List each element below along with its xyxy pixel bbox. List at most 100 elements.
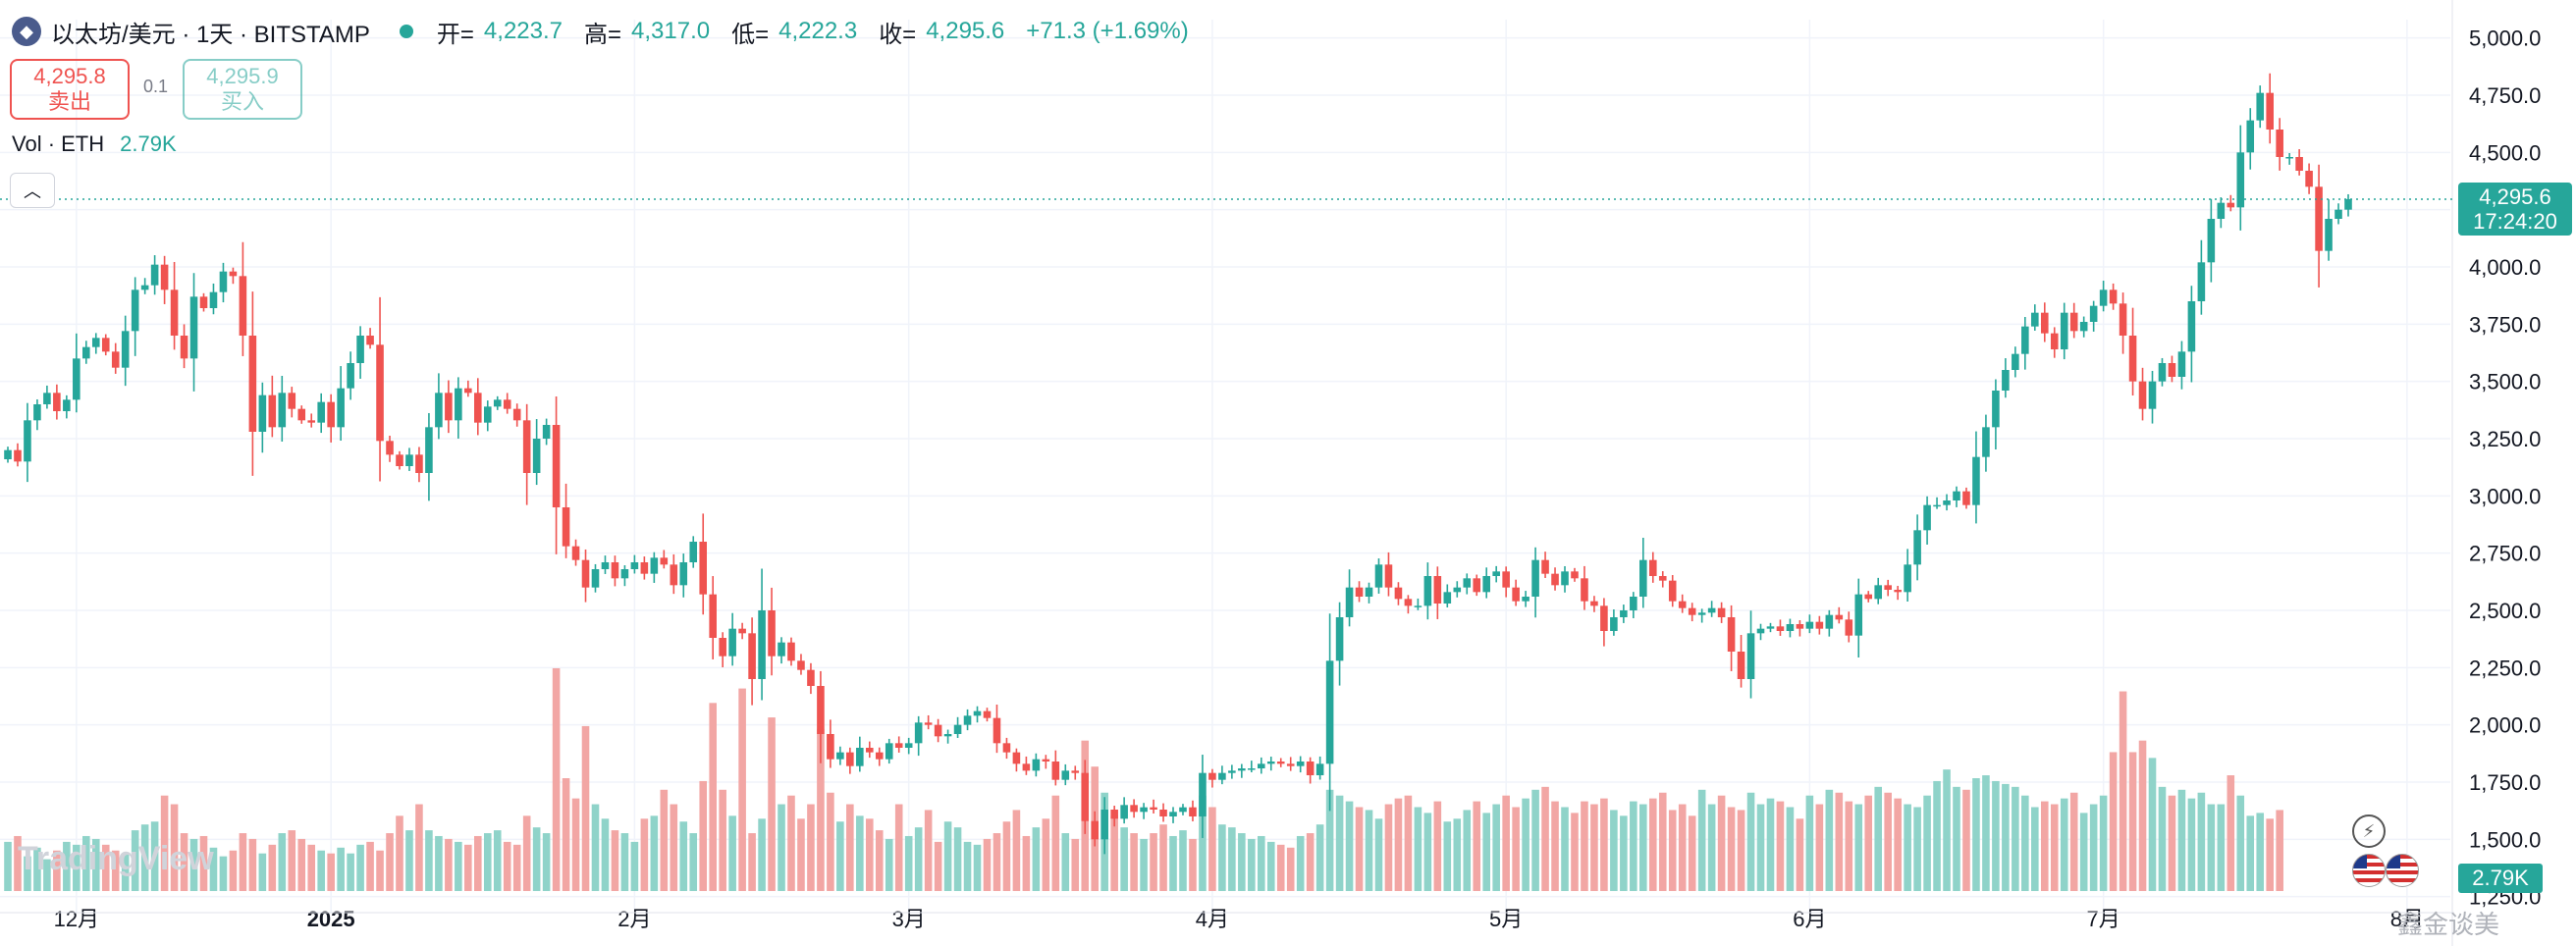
candle-body [1081,772,1090,821]
volume-bar [679,821,688,891]
volume-bar [1453,818,1462,891]
volume-bar [101,844,110,891]
sell-button[interactable]: 4,295.8 卖出 [10,59,130,120]
y-axis-tick-label: 2,500.0 [2469,599,2541,623]
candle-body [4,449,12,459]
volume-bar [1854,804,1863,891]
candle-body [1071,770,1080,773]
candle-body [1306,762,1315,775]
candle-body [2295,157,2303,171]
volume-label[interactable]: Vol · ETH [12,131,105,156]
candle-body [2138,381,2147,409]
candle-body [307,420,316,423]
volume-bar [219,856,228,891]
candle-body [2119,303,2127,336]
buy-button[interactable]: 4,295.9 买入 [183,59,302,120]
volume-bar [2158,786,2167,891]
candle-body [993,717,1001,744]
candle-body [679,562,688,586]
volume-bar [347,853,354,891]
volume-bar [2128,752,2137,891]
candle-body [1581,578,1588,602]
candle-body [1345,587,1354,617]
candle-body [2069,312,2078,332]
candle-body [2344,198,2352,210]
candle-body [1894,590,1902,593]
lightning-icon[interactable]: ⚡ [2352,815,2386,848]
candle-body [827,734,834,760]
candle-body [1796,624,1804,629]
volume-bar [1796,818,1804,891]
volume-bar [2060,798,2068,891]
volume-bar [386,833,394,891]
candle-body [2012,353,2019,370]
volume-bar [1228,827,1236,891]
candle-body [719,638,726,657]
volume-bar [111,850,120,891]
x-axis-tick-label: 2月 [617,907,651,931]
volume-bar [817,728,825,891]
candle-body [1825,614,1834,629]
ethereum-logo-icon: ◆ [12,17,41,46]
candle-body [1688,607,1696,615]
us-flag-icon[interactable] [2352,854,2386,887]
buy-price: 4,295.9 [206,64,279,88]
volume-bar [1571,813,1579,891]
candle-body [1051,762,1060,780]
candle-body [131,289,139,332]
volume-bar [1688,815,1696,891]
volume-bar [2021,795,2029,891]
volume-bar [1884,792,1892,891]
candle-body [846,752,854,766]
volume-bar [2276,810,2283,891]
candle-body [180,336,188,359]
candle-body [1845,619,1853,636]
candle-body [1648,559,1657,576]
candle-body [111,351,120,368]
volume-bar [2002,783,2010,891]
y-axis-tick-label: 3,500.0 [2469,370,2541,394]
volume-bar [2109,752,2118,891]
volume-bar [1630,801,1637,891]
volume-bar [24,856,31,891]
candle-body [248,336,257,432]
candle-body [1815,621,1824,629]
volume-bar [1610,810,1618,891]
volume-bar [983,838,992,891]
volume-bar [1022,835,1031,891]
volume-bar [1140,838,1148,891]
candle-body [435,393,443,428]
volume-bar [709,703,717,891]
candle-body [73,358,80,400]
candle-body [1658,576,1667,581]
volume-bar [2079,813,2088,891]
volume-bar [396,815,403,891]
candle-body [24,420,31,462]
collapse-legend-button[interactable]: ︿ [10,173,55,208]
candle-body [973,710,982,716]
candle-body [894,743,903,748]
candle-body [670,564,678,586]
volume-bar [53,850,61,891]
volume-bar [4,841,12,891]
volume-bar [778,804,785,891]
candle-body [1002,743,1011,753]
y-axis-tick-label: 2,000.0 [2469,713,2541,738]
us-flag-icon[interactable] [2386,854,2419,887]
tradingview-logo: TradingView [18,840,214,878]
candle-body [493,399,502,407]
candle-body [209,291,218,308]
candle-body [709,594,717,638]
candle-body [1492,571,1500,576]
candle-body [875,752,884,760]
candle-body [1257,763,1265,768]
symbol-title[interactable]: 以太坊/美元 · 1天 · BITSTAMP [51,21,370,48]
candle-body [963,715,972,725]
volume-bar [2187,798,2196,891]
volume-bar [2227,775,2235,891]
candle-body [699,542,708,595]
volume-bar [1374,818,1383,891]
candle-body [738,628,746,634]
